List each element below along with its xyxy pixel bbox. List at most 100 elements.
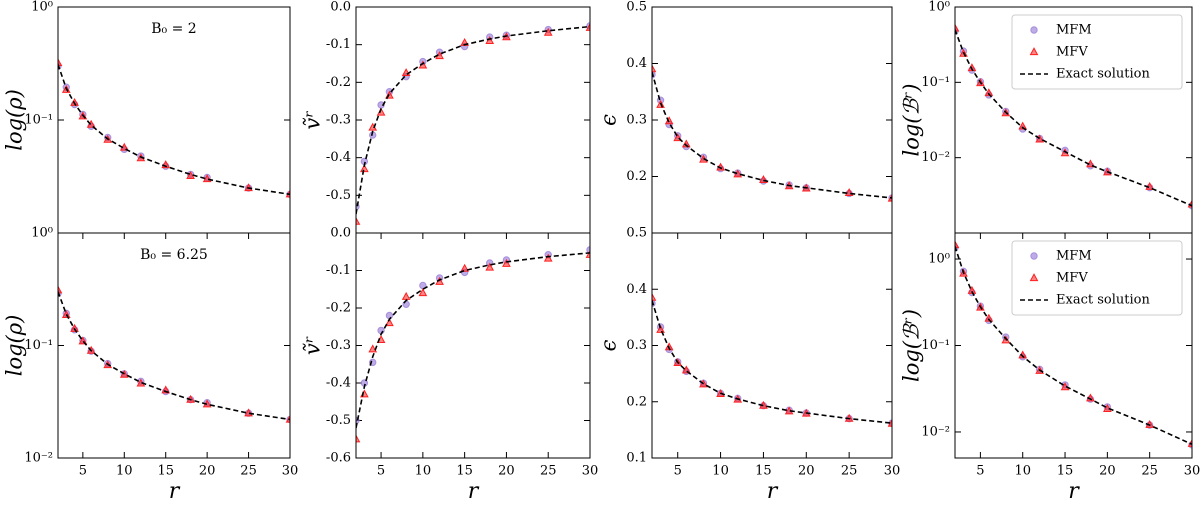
x-tick-label: 10 bbox=[415, 464, 432, 479]
mfv-point bbox=[401, 291, 411, 300]
y-axis-label: log(ρ) bbox=[3, 315, 27, 377]
plot-area bbox=[955, 23, 1192, 210]
x-tick-label: 20 bbox=[199, 464, 216, 479]
mfm-point bbox=[1030, 252, 1038, 260]
x-tick-label: 10 bbox=[712, 464, 729, 479]
x-axis-label: r bbox=[169, 479, 181, 504]
mfv-point bbox=[955, 240, 960, 249]
mfv-point bbox=[1029, 47, 1039, 56]
plot-area bbox=[955, 240, 1192, 449]
x-tick-label: 5 bbox=[79, 464, 87, 479]
y-tick-label: -0.4 bbox=[326, 150, 351, 165]
x-tick-label: 25 bbox=[240, 464, 257, 479]
mfv-point bbox=[356, 216, 361, 225]
mfv-point bbox=[543, 253, 553, 262]
x-tick-label: 5 bbox=[377, 464, 385, 479]
mfv-point bbox=[887, 418, 892, 427]
y-tick-label: -0.3 bbox=[326, 113, 351, 128]
y-tick-label: 0.3 bbox=[626, 338, 647, 353]
mfv-point bbox=[1029, 273, 1039, 282]
mfv-point bbox=[360, 164, 369, 173]
y-tick-label: 0.5 bbox=[626, 226, 647, 241]
mfv-point bbox=[967, 285, 977, 294]
frame bbox=[355, 232, 591, 459]
y-tick-label: -0.5 bbox=[326, 413, 351, 428]
annotation: B₀ = 6.25 bbox=[140, 247, 208, 263]
plot-area bbox=[356, 246, 590, 443]
y-tick-label: 10⁻² bbox=[921, 150, 950, 165]
x-tick-label: 10 bbox=[116, 464, 133, 479]
mfv-point bbox=[585, 22, 590, 31]
x-tick-label: 15 bbox=[157, 464, 174, 479]
mfm-point bbox=[385, 311, 394, 320]
panel: 0.5 0.4 0.3 0.2 0.1 5 10 15 20 25 30 ϵ r bbox=[597, 226, 901, 505]
y-tick-label: -0.5 bbox=[326, 188, 351, 203]
mfv-point bbox=[285, 414, 290, 423]
legend-box bbox=[1011, 14, 1183, 90]
mfv-point bbox=[955, 23, 960, 32]
plot-area bbox=[58, 58, 290, 199]
y-axis-label: ϵ bbox=[597, 339, 621, 351]
exact-line bbox=[58, 64, 290, 196]
mfv-point bbox=[186, 171, 195, 180]
exact-line bbox=[356, 25, 590, 215]
mfv-point bbox=[58, 58, 63, 67]
legend-box bbox=[1011, 240, 1183, 316]
y-tick-label: 10⁰ bbox=[31, 226, 53, 241]
y-tick-label: 10⁰ bbox=[31, 0, 53, 15]
mfv-point bbox=[485, 262, 495, 271]
y-axis-label: ϵ bbox=[597, 114, 621, 126]
panel: 10⁰ 10⁻¹ 10⁻² 5 10 15 20 25 30 log(ρ) r B₀ = 6.25 bbox=[3, 226, 299, 505]
mfv-point bbox=[356, 434, 361, 443]
y-tick-label: 0.3 bbox=[626, 113, 647, 128]
frame bbox=[954, 232, 1193, 459]
y-tick-label: 0.0 bbox=[330, 226, 351, 241]
x-tick-label: 25 bbox=[841, 464, 858, 479]
exact-line bbox=[652, 71, 892, 199]
y-tick-label: 0.4 bbox=[626, 56, 647, 71]
plot-area bbox=[356, 22, 590, 225]
y-axis-label: log(ℬʳ) bbox=[900, 84, 924, 157]
y-tick-label: 10⁻¹ bbox=[24, 338, 53, 353]
y-tick-label: -0.1 bbox=[326, 263, 351, 278]
mfv-point bbox=[1035, 134, 1044, 143]
legend: MFM MFV Exact solution bbox=[1011, 240, 1183, 316]
x-tick-label: 30 bbox=[1184, 464, 1200, 479]
y-axis-label: ṽʳ bbox=[301, 110, 325, 129]
legend-label: MFM bbox=[1056, 249, 1092, 264]
x-tick-label: 15 bbox=[755, 464, 772, 479]
legend: MFM MFV Exact solution bbox=[1011, 14, 1183, 90]
panel: 0.5 0.4 0.3 0.2 ϵ bbox=[597, 0, 893, 234]
legend-label: MFM bbox=[1056, 23, 1092, 38]
panel: 0.0 -0.1 -0.2 -0.3 -0.4 -0.5 ṽʳ bbox=[301, 0, 591, 234]
x-tick-label: 30 bbox=[282, 464, 299, 479]
plot-area bbox=[652, 64, 892, 202]
y-tick-label: 10⁻¹ bbox=[921, 338, 950, 353]
x-tick-label: 30 bbox=[884, 464, 901, 479]
y-tick-label: -0.2 bbox=[326, 301, 351, 316]
frame bbox=[651, 6, 893, 234]
y-axis-label: log(ρ) bbox=[3, 89, 27, 151]
mfv-point bbox=[652, 292, 657, 301]
x-axis-label: r bbox=[767, 479, 779, 504]
y-tick-label: 10⁻² bbox=[921, 424, 950, 439]
exact-line bbox=[58, 291, 290, 421]
y-tick-label: 0.1 bbox=[626, 451, 647, 466]
panel: 0.0 -0.1 -0.2 -0.3 -0.4 -0.5 -0.6 5 10 15 20 25 30 ṽʳ… bbox=[301, 226, 599, 505]
y-axis-label: ṽʳ bbox=[301, 336, 325, 355]
mfv-point bbox=[984, 88, 994, 97]
frame bbox=[355, 6, 591, 234]
x-axis-label: r bbox=[468, 479, 480, 504]
exact-line bbox=[652, 300, 892, 424]
panel: 10⁰ 10⁻¹ 10⁻² 5 10 15 20 25 30 log(ℬʳ) r MFM MFV Exac… bbox=[900, 232, 1200, 504]
mfv-point bbox=[460, 263, 469, 272]
mfv-point bbox=[385, 318, 394, 327]
plot-area bbox=[58, 285, 290, 424]
mfv-point bbox=[485, 36, 495, 44]
y-tick-label: -0.1 bbox=[326, 37, 351, 52]
x-tick-label: 25 bbox=[1141, 464, 1158, 479]
mfv-point bbox=[502, 258, 511, 267]
